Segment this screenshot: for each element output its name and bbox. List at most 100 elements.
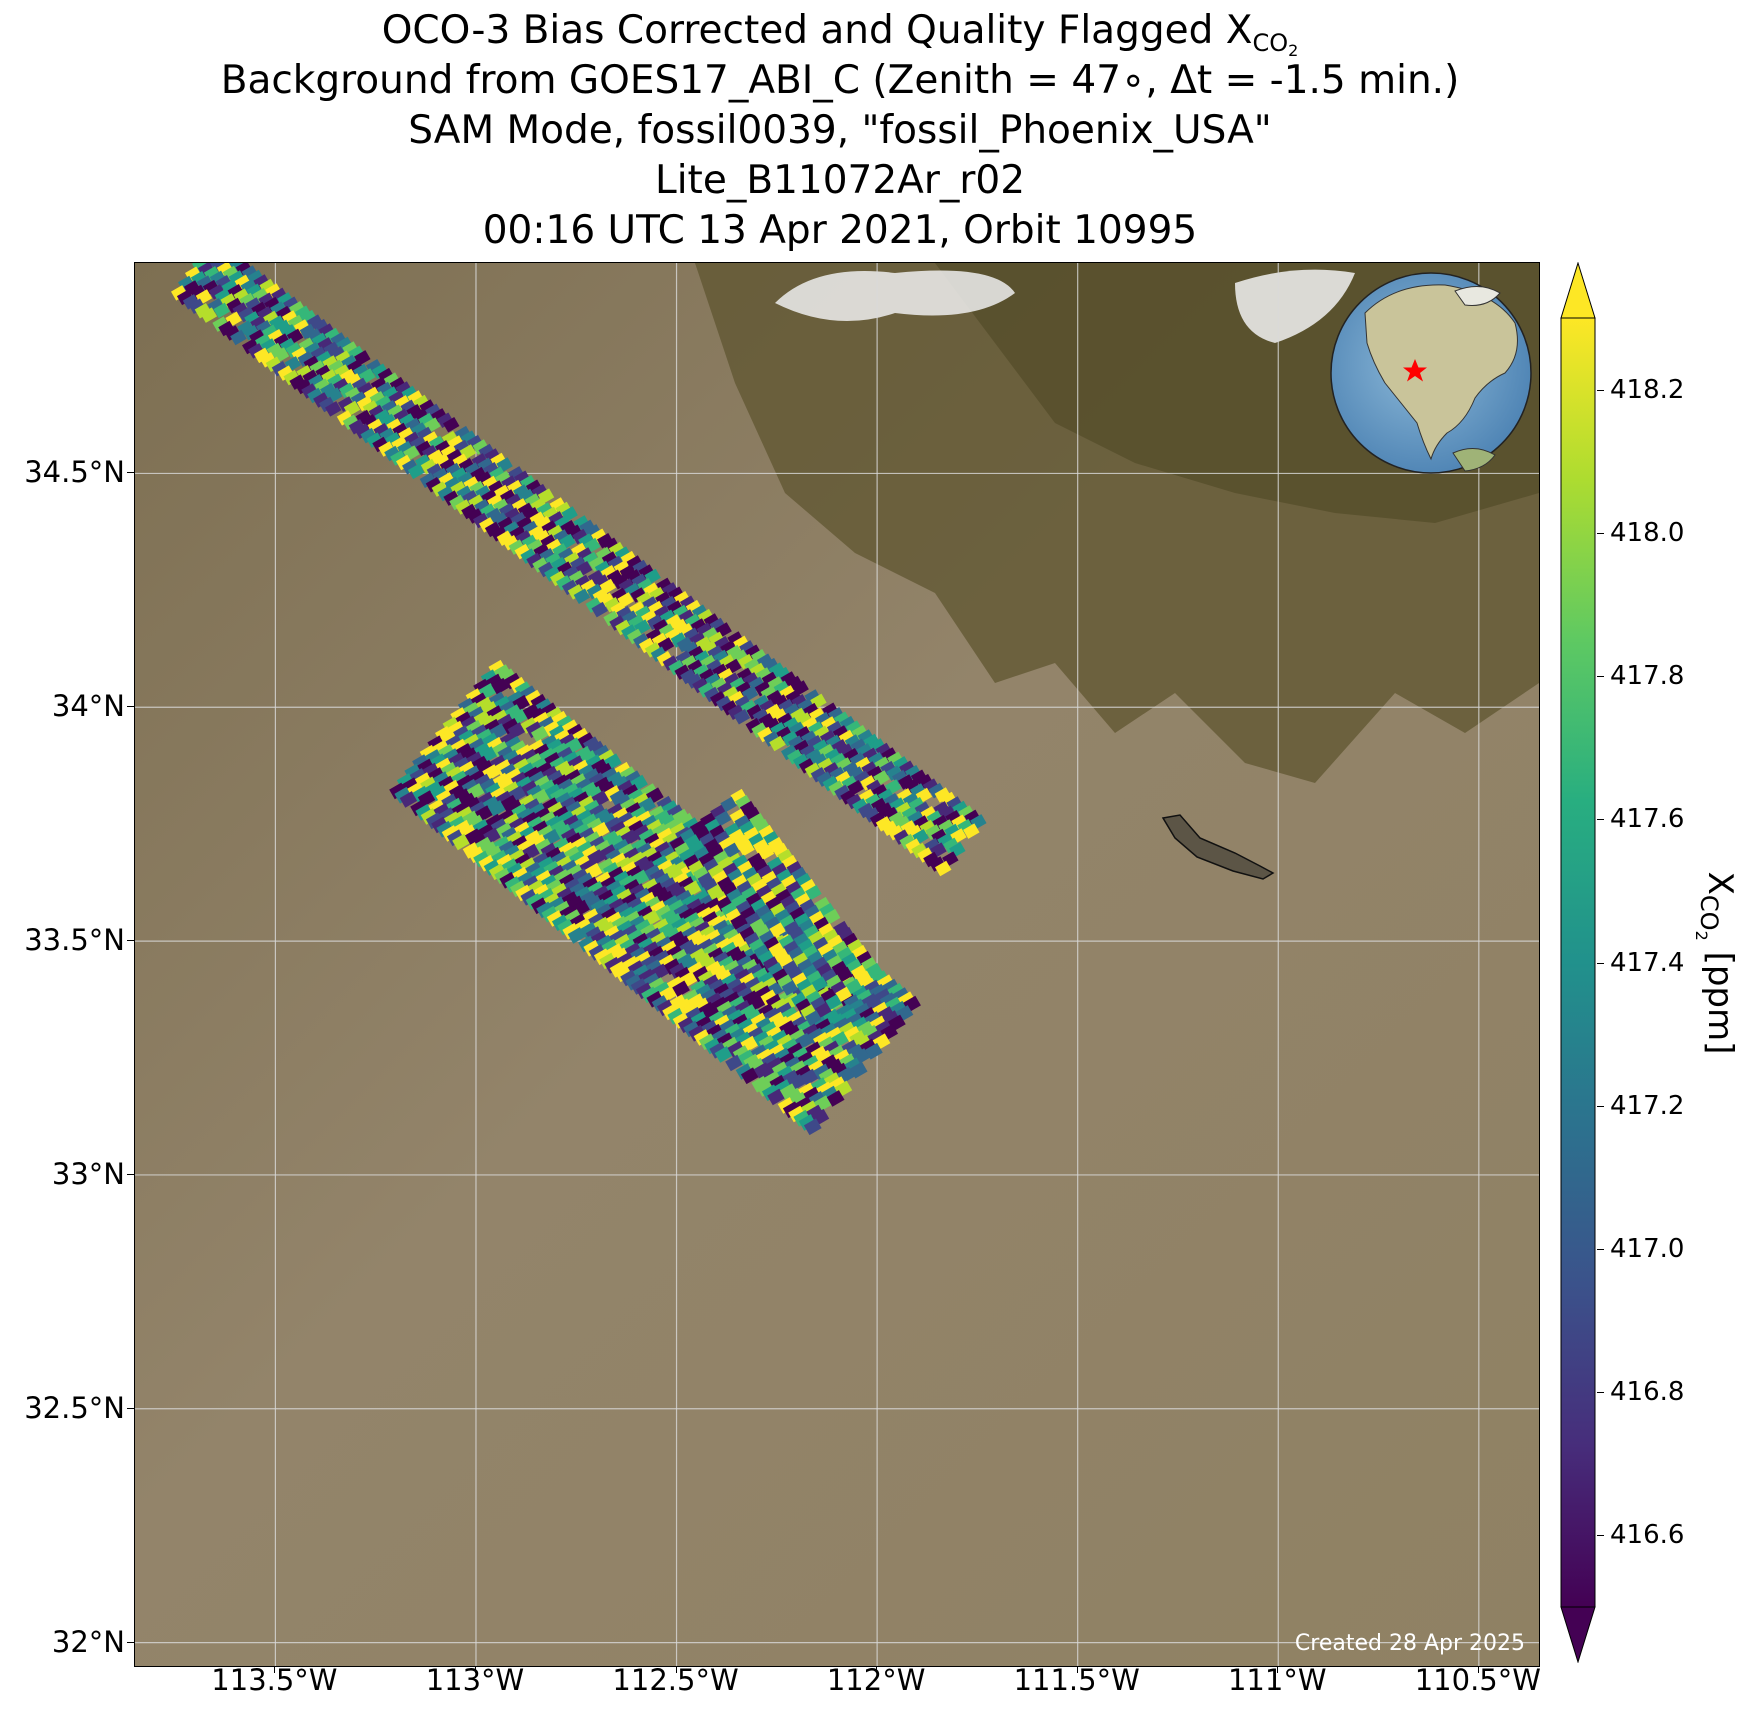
sounding-cell bbox=[580, 921, 599, 939]
colorbar-tick-label: 417.2 bbox=[1610, 1090, 1685, 1121]
sounding-cell bbox=[729, 808, 747, 825]
sounding-cell bbox=[502, 535, 520, 551]
title-line-4: Lite_B11072Ar_r02 bbox=[654, 158, 1026, 203]
sounding-cell bbox=[772, 968, 789, 984]
sounding-cell bbox=[721, 882, 739, 898]
sounding-cell bbox=[738, 840, 755, 857]
sounding-cell bbox=[689, 840, 706, 856]
sounding-cell bbox=[768, 942, 785, 958]
lat-tick-label: 32.5°N bbox=[24, 1390, 125, 1425]
sounding-cell bbox=[704, 1037, 722, 1055]
sounding-cell bbox=[804, 1010, 822, 1026]
sounding-cell bbox=[797, 958, 814, 974]
sounding-cell bbox=[750, 898, 768, 914]
lat-tick-label: 34°N bbox=[51, 689, 125, 724]
sounding-cell bbox=[688, 860, 705, 876]
sounding-cell bbox=[865, 962, 883, 979]
sounding-cell bbox=[354, 423, 372, 439]
sounding-cell bbox=[831, 960, 849, 977]
sounding-cell bbox=[756, 864, 774, 881]
sounding-cell bbox=[772, 842, 789, 859]
sounding-cell bbox=[897, 774, 915, 790]
sounding-cell bbox=[484, 521, 502, 538]
sounding-cell bbox=[441, 825, 460, 842]
sounding-cell bbox=[420, 458, 438, 475]
sounding-cell bbox=[765, 896, 782, 913]
sounding-cell bbox=[679, 828, 697, 844]
sounding-cell bbox=[760, 890, 778, 907]
sounding-cell bbox=[325, 401, 342, 417]
sounding-cell bbox=[748, 938, 766, 954]
sounding-cell bbox=[530, 897, 549, 915]
sounding-cell bbox=[366, 432, 383, 448]
sounding-cell bbox=[465, 828, 483, 846]
map-panel: Created 28 Apr 2025 bbox=[134, 262, 1540, 1667]
sounding-cell bbox=[737, 653, 755, 670]
sounding-cell bbox=[810, 767, 828, 783]
sounding-cell bbox=[242, 338, 259, 355]
sounding-cell bbox=[544, 783, 563, 801]
sounding-cell bbox=[416, 440, 433, 457]
sounding-cell bbox=[531, 725, 549, 743]
sounding-cell bbox=[431, 816, 449, 834]
sounding-cell bbox=[833, 920, 850, 937]
sounding-cell bbox=[911, 842, 928, 859]
cloud-patch bbox=[775, 270, 1015, 321]
sounding-cell bbox=[535, 838, 553, 856]
sounding-cell bbox=[757, 844, 775, 861]
sounding-cell bbox=[543, 720, 562, 738]
sounding-cell bbox=[647, 614, 664, 631]
sounding-cell bbox=[776, 868, 793, 885]
sounding-cell bbox=[492, 741, 511, 758]
sounding-cell bbox=[467, 508, 484, 524]
sounding-cell bbox=[585, 597, 603, 613]
sounding-cell bbox=[793, 1109, 812, 1127]
colorbar bbox=[1560, 262, 1596, 1663]
sounding-cell bbox=[495, 759, 513, 776]
sounding-cell bbox=[407, 463, 425, 480]
sounding-cell bbox=[218, 320, 235, 337]
sounding-cell bbox=[800, 878, 817, 895]
lat-tick-mark bbox=[127, 1641, 134, 1643]
sounding-cell bbox=[692, 677, 709, 694]
sounding-cell bbox=[934, 860, 952, 877]
globe-inset bbox=[1330, 272, 1532, 474]
colorbar-tick-mark bbox=[1597, 819, 1604, 821]
sounding-cell bbox=[786, 749, 804, 765]
sounding-cell bbox=[295, 378, 312, 395]
sounding-cell bbox=[551, 914, 570, 932]
sounding-cell bbox=[667, 1007, 686, 1025]
sounding-cell bbox=[822, 948, 839, 965]
sounding-cell bbox=[307, 387, 324, 404]
sounding-cell bbox=[479, 517, 496, 533]
sounding-cell bbox=[812, 956, 829, 973]
sounding-cell bbox=[860, 775, 877, 791]
sounding-cell bbox=[790, 992, 808, 1008]
sounding-cell bbox=[787, 946, 805, 962]
lon-tick-mark bbox=[1477, 1666, 1479, 1673]
sounding-cell bbox=[443, 417, 460, 433]
sounding-cell bbox=[753, 818, 771, 835]
sounding-cell bbox=[840, 789, 857, 805]
title-line-2: Background from GOES17_ABI_C (Zenith = 4… bbox=[220, 58, 1460, 103]
sounding-cell bbox=[788, 1105, 806, 1123]
cloud-patch-2 bbox=[1235, 269, 1355, 343]
sounding-cell bbox=[224, 325, 241, 341]
sounding-cell bbox=[514, 543, 531, 560]
sounding-cell bbox=[697, 872, 715, 888]
sounding-cell bbox=[805, 990, 823, 1006]
sounding-cell bbox=[737, 860, 754, 877]
sounding-cell bbox=[715, 695, 733, 712]
sounding-cell bbox=[875, 816, 893, 832]
sounding-cell bbox=[698, 682, 715, 698]
sounding-cell bbox=[717, 876, 734, 892]
sounding-cell bbox=[473, 850, 491, 868]
sounding-cell bbox=[744, 932, 761, 948]
sounding-cell bbox=[738, 820, 756, 837]
sounding-cell bbox=[753, 944, 771, 960]
sounding-cell bbox=[803, 924, 821, 941]
colorbar-gradient bbox=[1560, 317, 1596, 1608]
sounding-cell bbox=[763, 731, 780, 747]
colorbar-tick-label: 418.0 bbox=[1610, 517, 1685, 548]
sounding-cell bbox=[841, 952, 859, 969]
